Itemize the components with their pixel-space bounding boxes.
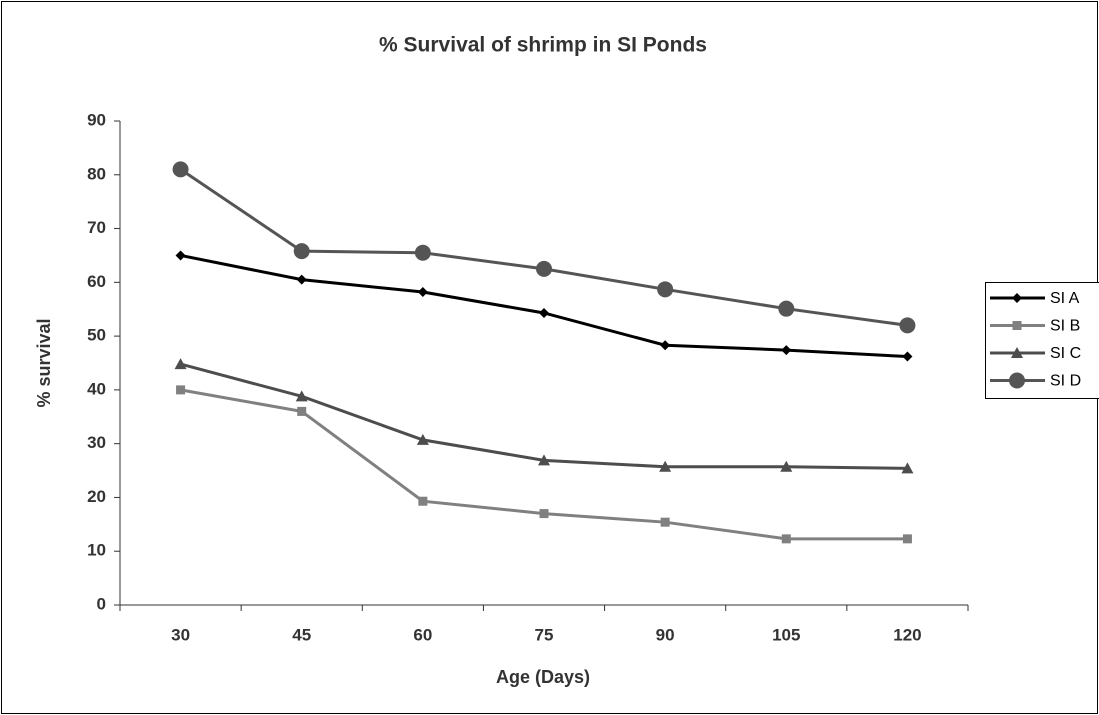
data-point bbox=[538, 454, 550, 466]
x-tick-label: 30 bbox=[171, 625, 190, 644]
y-tick-label: 40 bbox=[87, 379, 106, 398]
legend-label: SI C bbox=[1050, 345, 1081, 362]
data-point bbox=[417, 287, 428, 298]
y-axis-title: % survival bbox=[34, 318, 54, 407]
data-point bbox=[414, 244, 431, 261]
y-tick-label: 10 bbox=[87, 541, 106, 560]
data-point bbox=[902, 534, 912, 544]
data-point bbox=[660, 340, 671, 351]
data-point bbox=[175, 250, 186, 261]
x-axis-title: Age (Days) bbox=[496, 667, 590, 687]
legend-label: SI D bbox=[1050, 373, 1081, 390]
y-tick-label: 20 bbox=[87, 487, 106, 506]
data-point bbox=[539, 509, 549, 519]
y-tick-label: 60 bbox=[87, 272, 106, 291]
x-tick-label: 45 bbox=[292, 625, 311, 644]
data-point bbox=[539, 307, 549, 318]
x-tick-label: 90 bbox=[656, 625, 675, 644]
x-tick-label: 120 bbox=[893, 625, 921, 644]
data-point bbox=[296, 274, 307, 285]
data-point bbox=[297, 406, 307, 416]
data-point bbox=[659, 460, 672, 472]
data-point bbox=[901, 462, 914, 474]
legend-marker bbox=[1012, 321, 1022, 330]
data-point bbox=[174, 358, 187, 370]
y-tick-label: 90 bbox=[87, 110, 106, 129]
y-tick-label: 80 bbox=[87, 164, 106, 183]
data-point bbox=[781, 345, 792, 356]
data-point bbox=[416, 433, 429, 445]
chart-title: % Survival of shrimp in SI Ponds bbox=[379, 34, 707, 57]
data-point bbox=[295, 390, 308, 402]
data-point bbox=[657, 281, 674, 298]
data-point bbox=[902, 351, 913, 362]
y-tick-label: 30 bbox=[87, 433, 106, 452]
data-point bbox=[781, 534, 791, 544]
data-point bbox=[172, 161, 189, 178]
x-tick-label: 60 bbox=[413, 625, 432, 644]
data-point bbox=[293, 243, 310, 260]
y-tick-label: 50 bbox=[87, 326, 106, 345]
y-tick-label: 0 bbox=[97, 594, 106, 613]
legend-label: SI A bbox=[1050, 290, 1080, 307]
legend-marker bbox=[1009, 372, 1025, 389]
data-point bbox=[176, 385, 186, 395]
x-tick-label: 105 bbox=[772, 625, 800, 644]
data-point bbox=[778, 300, 795, 317]
data-point bbox=[418, 496, 428, 506]
legend-label: SI B bbox=[1050, 318, 1080, 335]
legend-marker bbox=[1011, 347, 1023, 358]
data-point bbox=[780, 460, 793, 472]
data-point bbox=[660, 517, 670, 527]
legend-marker bbox=[1012, 293, 1022, 303]
data-point bbox=[899, 317, 916, 334]
data-point bbox=[536, 260, 552, 277]
y-tick-label: 70 bbox=[87, 218, 106, 237]
x-tick-label: 75 bbox=[535, 625, 554, 644]
